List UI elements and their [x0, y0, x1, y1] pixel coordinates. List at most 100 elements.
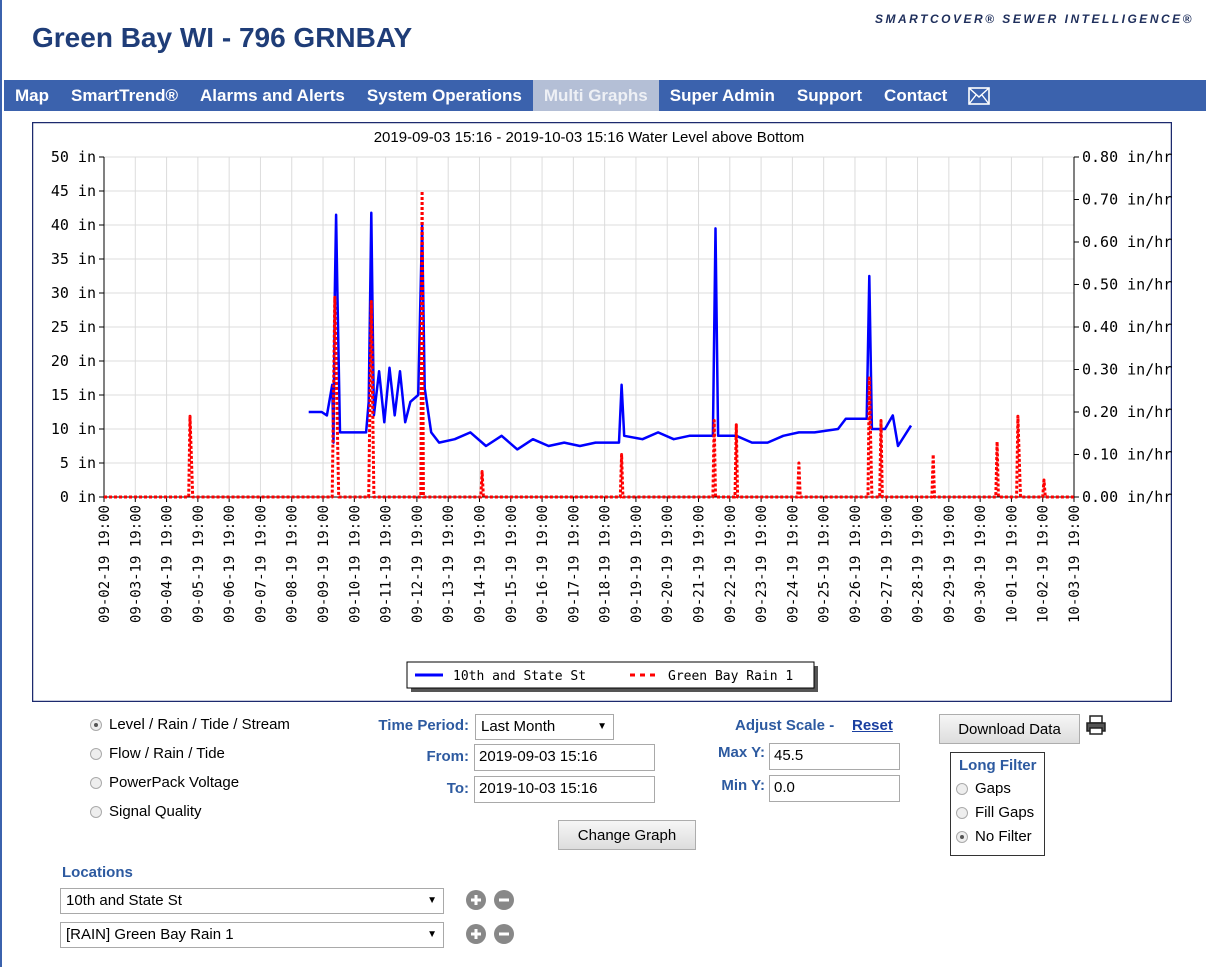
max-y-input[interactable]: 45.5 [769, 743, 900, 770]
x-tick-label: 09-15-19 19:00 [504, 505, 520, 623]
filter-option[interactable]: Gaps [956, 780, 1011, 797]
time-period-select[interactable]: Last Month [475, 714, 614, 740]
long-filter-box: Long Filter [950, 752, 1045, 856]
x-tick-label: 09-14-19 19:00 [472, 505, 488, 623]
y-tick-label: 35 in [51, 250, 96, 268]
x-tick-label: 09-08-19 19:00 [285, 505, 301, 623]
y2-tick-label: 0.10 in/hr [1082, 446, 1172, 464]
add-remove-icons[interactable] [464, 922, 516, 946]
radio-label: Flow / Rain / Tide [109, 745, 225, 762]
long-filter-title: Long Filter [959, 757, 1037, 774]
x-tick-label: 09-07-19 19:00 [253, 505, 269, 623]
from-input[interactable]: 2019-09-03 15:16 [474, 744, 655, 771]
x-tick-label: 09-04-19 19:00 [160, 505, 176, 623]
chart-title: 2019-09-03 15:16 - 2019-10-03 15:16 Wate… [374, 129, 805, 146]
x-tick-label: 09-05-19 19:00 [191, 505, 207, 623]
mail-icon[interactable] [968, 86, 991, 105]
graph-type-option[interactable]: Signal Quality [90, 803, 202, 820]
y2-tick-label: 0.20 in/hr [1082, 403, 1172, 421]
x-tick-label: 09-26-19 19:00 [848, 505, 864, 623]
y2-tick-label: 0.40 in/hr [1082, 318, 1172, 336]
y2-tick-label: 0.50 in/hr [1082, 276, 1172, 294]
change-graph-button[interactable]: Change Graph [558, 820, 696, 850]
radio-button[interactable] [956, 782, 968, 795]
location-select[interactable]: 10th and State St [60, 888, 444, 914]
x-tick-label: 09-06-19 19:00 [222, 505, 238, 623]
x-tick-label: 09-13-19 19:00 [441, 505, 457, 623]
min-y-input[interactable]: 0.0 [769, 775, 900, 802]
radio-button[interactable] [90, 805, 102, 818]
graph-type-option[interactable]: PowerPack Voltage [90, 774, 239, 791]
reset-link[interactable]: Reset [852, 717, 893, 734]
site-title: Green Bay WI - 796 GRNBAY [32, 22, 413, 53]
location-select[interactable]: [RAIN] Green Bay Rain 1 [60, 922, 444, 948]
y-tick-label: 30 in [51, 284, 96, 302]
radio-button[interactable] [90, 718, 102, 731]
nav-item[interactable]: Multi Graphs [532, 80, 659, 111]
nav-item[interactable]: Alarms and Alerts [200, 86, 345, 105]
brand: SMARTCOVER® SEWER INTELLIGENCE® [875, 12, 1194, 26]
x-tick-label: 09-21-19 19:00 [692, 505, 708, 623]
y-tick-label: 45 in [51, 182, 96, 200]
x-tick-label: 09-12-19 19:00 [410, 505, 426, 623]
to-label: To: [446, 780, 469, 797]
download-button[interactable]: Download Data [939, 714, 1080, 744]
radio-button[interactable] [90, 776, 102, 789]
x-tick-label: 09-16-19 19:00 [535, 505, 551, 623]
radio-button[interactable] [956, 806, 968, 819]
legend-box [406, 661, 815, 689]
nav-item[interactable]: Contact [884, 86, 948, 105]
filter-option[interactable]: No Filter [956, 828, 1032, 845]
radio-label: PowerPack Voltage [109, 774, 240, 791]
x-tick-label: 09-18-19 19:00 [598, 505, 614, 623]
radio-button[interactable] [956, 830, 968, 843]
y-tick-label: 40 in [51, 216, 96, 234]
radio-label: No Filter [975, 828, 1032, 845]
y-tick-label: 25 in [51, 318, 96, 336]
x-tick-label: 09-09-19 19:00 [316, 505, 332, 623]
x-tick-label: 09-02-19 19:00 [97, 505, 113, 623]
x-tick-label: 09-22-19 19:00 [723, 505, 739, 623]
x-tick-label: 09-17-19 19:00 [566, 505, 582, 623]
from-label: From: [426, 748, 470, 765]
print-icon[interactable] [1085, 714, 1107, 736]
nav-item[interactable]: Support [796, 86, 863, 105]
nav-item[interactable]: SmartTrend® [71, 86, 178, 105]
graph-type-option[interactable]: Flow / Rain / Tide [90, 745, 225, 762]
x-tick-label: 09-20-19 19:00 [660, 505, 676, 623]
series-line [308, 211, 913, 451]
y-tick-label: 15 in [51, 386, 96, 404]
x-tick-label: 09-23-19 19:00 [754, 505, 770, 623]
y2-tick-label: 0.60 in/hr [1082, 233, 1172, 251]
y2-tick-label: 0.80 in/hr [1082, 148, 1172, 166]
x-tick-label: 09-28-19 19:00 [911, 505, 927, 623]
x-tick-label: 09-24-19 19:00 [785, 505, 801, 623]
radio-label: Level / Rain / Tide / Stream [109, 716, 290, 733]
radio-label: Fill Gaps [975, 804, 1035, 821]
y2-tick-label: 0.00 in/hr [1082, 488, 1172, 506]
radio-button[interactable] [90, 747, 102, 760]
legend-label: Green Bay Rain 1 [668, 669, 793, 684]
graph-type-option[interactable]: Level / Rain / Tide / Stream [90, 716, 290, 733]
nav-item[interactable]: Super Admin [669, 86, 775, 105]
radio-label: Gaps [975, 780, 1011, 797]
nav-item[interactable]: System Operations [366, 86, 522, 105]
x-tick-label: 09-19-19 19:00 [629, 505, 645, 623]
x-tick-label: 09-27-19 19:00 [879, 505, 895, 623]
y-tick-label: 5 in [60, 454, 96, 472]
add-remove-icons[interactable] [464, 888, 516, 912]
min-y-label: Min Y: [721, 777, 765, 794]
x-tick-label: 09-10-19 19:00 [347, 505, 363, 623]
nav-bar: Map SmartTrend® Alarms and Alerts System Op… [4, 80, 1206, 111]
nav-item[interactable]: Map [15, 86, 49, 105]
y-tick-label: 50 in [51, 148, 96, 166]
to-input[interactable]: 2019-10-03 15:16 [474, 776, 655, 803]
y2-tick-label: 0.30 in/hr [1082, 361, 1172, 379]
time-period-label: Time Period: [378, 717, 469, 734]
x-tick-label: 10-01-19 19:00 [1004, 505, 1020, 623]
filter-option[interactable]: Fill Gaps [956, 804, 1034, 821]
locations-label: Locations [62, 864, 133, 881]
x-tick-label: 10-02-19 19:00 [1036, 505, 1052, 623]
